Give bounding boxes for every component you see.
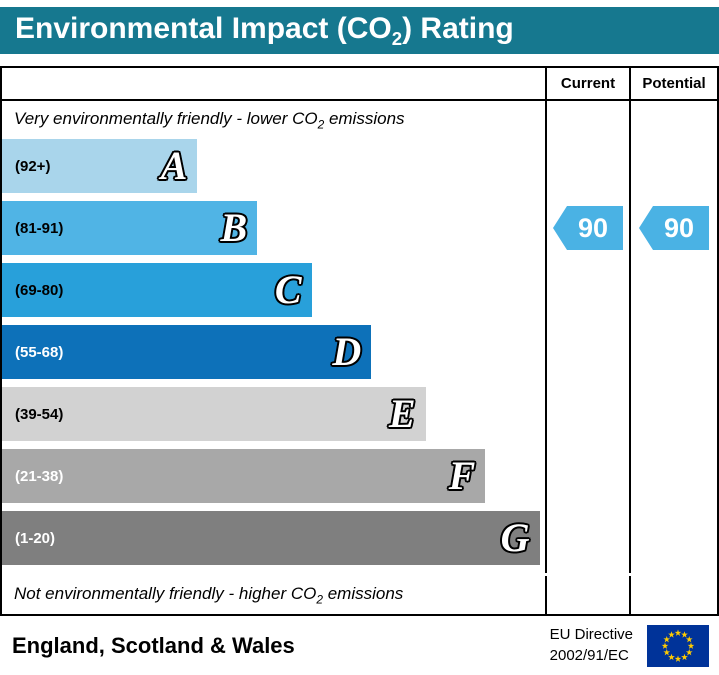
eu-directive-label: EU Directive 2002/91/EC [550, 625, 633, 666]
chart-title: Environmental Impact (CO2) Rating [15, 11, 514, 49]
band-letter: A [160, 143, 188, 188]
band-bar-F: (21-38) F [2, 449, 486, 503]
band-bar-cell: (55-68) D [2, 325, 545, 387]
current-column-cell [545, 263, 629, 325]
eu-flag-star [681, 653, 688, 660]
band-range-label: (21-38) [15, 467, 64, 485]
band-bar-cell: (1-20) G [2, 511, 545, 573]
eu-flag-icon [647, 624, 709, 667]
eu-flag-star [687, 642, 695, 649]
potential-rating-arrow: 90 [639, 206, 709, 250]
band-range-label: (1-20) [15, 529, 56, 547]
band-row-G: (1-20) G [2, 511, 717, 573]
band-range-label: (92+) [15, 157, 51, 175]
band-bar-E: (39-54) E [2, 387, 426, 441]
current-column-header: Current [545, 68, 629, 99]
band-letter: F [448, 453, 476, 498]
band-bar-A: (92+) A [2, 139, 198, 193]
band-bar-cell: (81-91) B [2, 201, 545, 263]
eu-flag-star [674, 629, 682, 636]
potential-column-cell [629, 139, 717, 201]
current-column-cell [545, 101, 629, 139]
eu-directive-line2: 2002/91/EC [549, 646, 629, 664]
header-spacer [2, 68, 545, 99]
chart-title-bar: Environmental Impact (CO2) Rating [0, 7, 719, 54]
eu-flag-star [663, 648, 671, 655]
band-bar-D: (55-68) D [2, 325, 372, 379]
band-bar-B: (81-91) B [2, 201, 258, 255]
band-letter: C [274, 267, 302, 312]
potential-column-header: Potential [629, 68, 717, 99]
eu-directive-line1: EU Directive [549, 626, 633, 644]
band-letter: E [388, 391, 416, 436]
band-row-B: (81-91) B 90 90 [2, 201, 717, 263]
current-column-cell [545, 576, 629, 614]
top-note-row: Very environmentally friendly - lower CO… [2, 101, 717, 139]
potential-column-cell [629, 387, 717, 449]
band-letter: G [500, 515, 530, 560]
band-row-E: (39-54) E [2, 387, 717, 449]
band-letter: B [220, 205, 248, 250]
eu-flag-star [668, 653, 675, 660]
potential-column-cell [629, 101, 717, 139]
band-bar-cell: (92+) A [2, 139, 545, 201]
band-range-label: (81-91) [15, 219, 64, 237]
band-range-label: (69-80) [15, 281, 64, 299]
rating-chart: Current Potential Very environmentally f… [0, 66, 719, 616]
band-row-F: (21-38) F [2, 449, 717, 511]
band-range-label: (55-68) [15, 343, 64, 361]
current-column-cell [545, 325, 629, 387]
eu-flag-star [685, 648, 693, 655]
eu-flag-star [663, 635, 671, 642]
band-bar-cell: (39-54) E [2, 387, 545, 449]
band-bar-C: (69-80) C [2, 263, 312, 317]
current-column-cell [545, 139, 629, 201]
band-range-label: (39-54) [15, 405, 64, 423]
eu-flag-star [685, 635, 693, 642]
potential-column-cell: 90 [629, 201, 717, 263]
band-bar-cell: (69-80) C [2, 263, 545, 325]
bottom-note-row: Not environmentally friendly - higher CO… [2, 576, 717, 614]
region-label: England, Scotland & Wales [12, 632, 295, 658]
current-column-cell [545, 387, 629, 449]
potential-column-cell [629, 325, 717, 387]
current-column-cell [545, 449, 629, 511]
eu-flag-star [668, 630, 675, 638]
eu-flag-star [661, 642, 669, 649]
current-column-cell: 90 [545, 201, 629, 263]
band-row-A: (92+) A [2, 139, 717, 201]
current-rating-arrow: 90 [553, 206, 623, 250]
potential-column-cell [629, 511, 717, 573]
band-letter: D [332, 329, 362, 374]
column-header-row: Current Potential [2, 68, 717, 101]
bottom-note: Not environmentally friendly - higher CO… [14, 583, 404, 607]
band-row-C: (69-80) C [2, 263, 717, 325]
current-column-cell [545, 511, 629, 573]
band-row-D: (55-68) D [2, 325, 717, 387]
potential-column-cell [629, 263, 717, 325]
band-bar-G: (1-20) G [2, 511, 540, 565]
rating-bands: (92+) A (81-91) B 90 90 (69-80) C (55-68) D (39-54… [2, 139, 717, 576]
eu-flag-star [674, 655, 682, 662]
potential-column-cell [629, 449, 717, 511]
band-bar-cell: (21-38) F [2, 449, 545, 511]
potential-column-cell [629, 576, 717, 614]
eu-flag-star [681, 630, 688, 638]
top-note: Very environmentally friendly - lower CO… [14, 108, 405, 132]
chart-footer: England, Scotland & Wales EU Directive 2… [0, 616, 719, 675]
